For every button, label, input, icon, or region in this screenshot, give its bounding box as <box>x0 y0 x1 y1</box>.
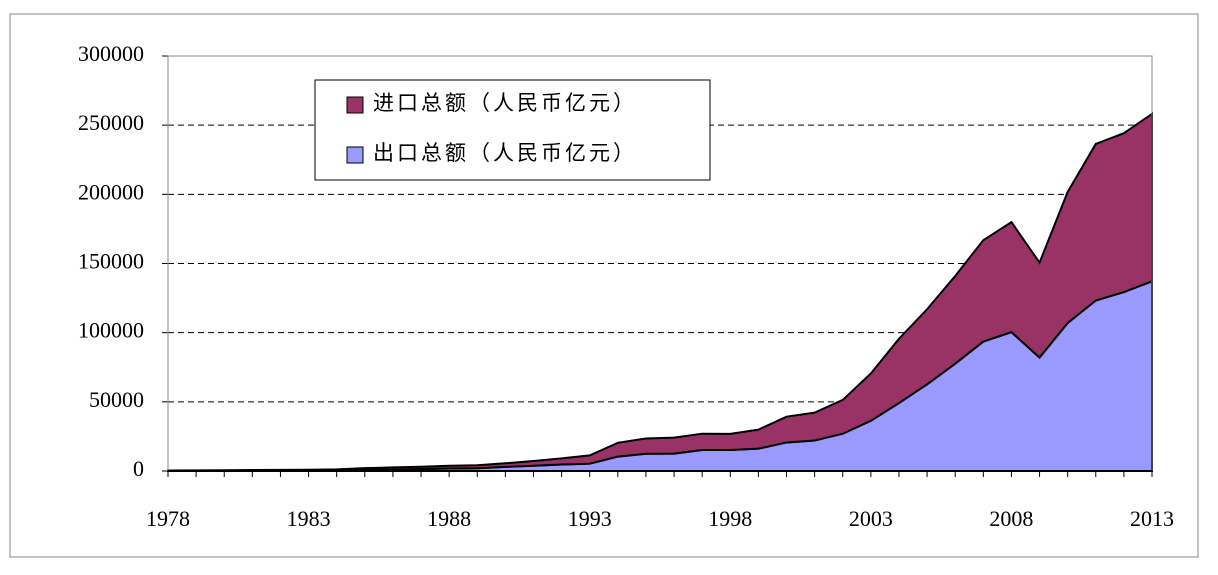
legend-label: 进口总额（人民币亿元） <box>373 91 637 115</box>
y-tick-label: 100000 <box>78 318 144 343</box>
y-tick-label: 250000 <box>78 110 144 135</box>
x-tick-label: 1983 <box>287 506 331 531</box>
x-tick-label: 2008 <box>989 506 1033 531</box>
y-tick-label: 150000 <box>78 249 144 274</box>
legend-swatch <box>346 146 364 164</box>
legend-swatch <box>346 96 364 114</box>
y-tick-label: 300000 <box>78 41 144 66</box>
x-tick-label: 1993 <box>568 506 612 531</box>
legend-label: 出口总额（人民币亿元） <box>373 141 637 165</box>
x-tick-label: 1998 <box>708 506 752 531</box>
x-tick-label: 1988 <box>427 506 471 531</box>
y-tick-label: 200000 <box>78 179 144 204</box>
x-tick-label: 2003 <box>849 506 893 531</box>
x-tick-label: 1978 <box>146 506 190 531</box>
y-tick-label: 50000 <box>89 387 144 412</box>
legend-box <box>314 79 711 181</box>
x-tick-label: 2013 <box>1130 506 1174 531</box>
y-tick-label: 0 <box>133 456 144 481</box>
